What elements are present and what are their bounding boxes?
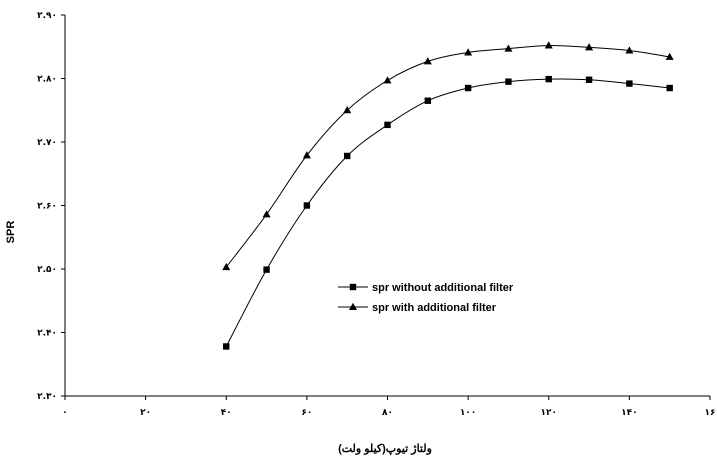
y-tick-label: ۲.۶۰ — [37, 202, 57, 212]
x-tick-label: ۰ — [62, 408, 68, 418]
y-tick-label: ۲.۷۰ — [37, 138, 57, 148]
y-tick-label: ۲.۵۰ — [37, 265, 57, 275]
x-tick-label: ۲۰ — [140, 408, 151, 418]
legend-label: spr with additional filter — [372, 302, 497, 314]
legend-square-marker — [349, 283, 357, 291]
x-tick-label: ۱۰۰ — [460, 408, 476, 418]
triangle-marker — [544, 41, 553, 49]
legend-entry: spr without additional filter — [338, 282, 514, 294]
square-marker — [223, 343, 230, 350]
square-marker — [424, 97, 432, 104]
square-marker — [585, 76, 593, 83]
x-tick-label: ۴۰ — [221, 408, 232, 418]
triangle-marker — [665, 52, 674, 60]
legend-triangle-marker — [349, 302, 357, 310]
triangle-marker — [222, 262, 231, 271]
series — [222, 41, 674, 350]
square-marker — [384, 121, 391, 129]
square-marker — [303, 202, 311, 209]
y-tick-label: ۲.۳۰ — [37, 392, 57, 402]
series-line — [225, 44, 670, 268]
triangle-marker — [343, 106, 352, 114]
x-tick-label: ۸۰ — [382, 408, 393, 418]
x-tick-label: ۱۲۰ — [541, 408, 557, 418]
x-axis-title: ولتاژ تیوپ(کیلو ولت) — [338, 443, 432, 455]
y-axis-title: SPR — [5, 221, 17, 244]
series-1 — [222, 41, 674, 271]
triangle-marker — [423, 57, 432, 65]
triangle-marker — [262, 210, 271, 218]
ticks: ۲.۳۰ ۲.۴۰ ۲.۵۰ ۲.۶۰ ۲.۷۰ ۲.۸۰ ۲.۹۰ ۰ ۲۰ ۴۰ ۶۰ ۸۰ ۱۰۰… — [37, 11, 715, 418]
y-tick-label: ۲.۸۰ — [37, 75, 57, 85]
x-tick-label: ۶۰ — [301, 408, 312, 418]
legend-label: spr without additional filter — [372, 282, 514, 294]
triangle-marker — [504, 44, 513, 52]
x-tick-label: ۱۶ — [705, 408, 716, 418]
square-marker — [666, 84, 673, 92]
triangle-marker — [585, 43, 594, 51]
square-marker — [263, 266, 270, 273]
square-marker — [626, 80, 633, 87]
square-marker — [505, 78, 512, 85]
axes — [64, 15, 710, 397]
x-tick-label: ۱۴۰ — [621, 408, 637, 418]
square-marker — [545, 75, 552, 83]
triangle-marker — [302, 151, 311, 159]
series-0 — [223, 75, 673, 350]
triangle-marker — [464, 48, 473, 56]
triangle-marker — [383, 76, 392, 84]
legend-entry: spr with additional filter — [338, 302, 497, 314]
square-marker — [464, 84, 472, 92]
square-marker — [343, 152, 351, 160]
y-tick-label: ۲.۹۰ — [37, 11, 57, 21]
legend: spr without additional filter spr with ad… — [338, 282, 514, 314]
triangle-marker — [625, 46, 634, 54]
y-tick-label: ۲.۴۰ — [37, 329, 57, 339]
